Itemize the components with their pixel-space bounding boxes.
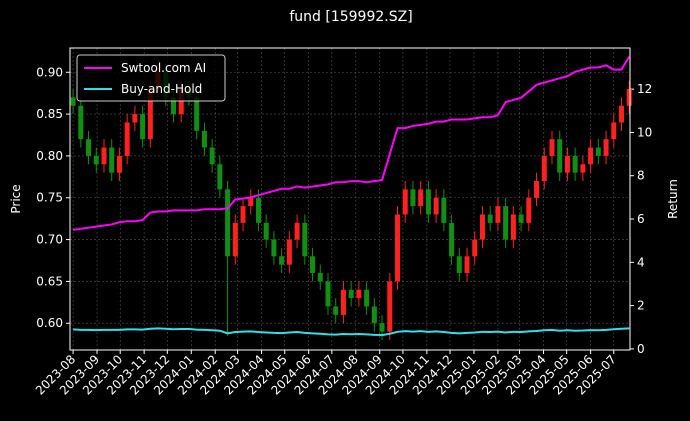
candle-body [410,189,416,207]
candle-body [201,130,207,148]
candle-body [510,214,516,240]
candle-body [271,239,277,257]
y-tick-label: 0.85 [36,107,63,121]
legend-box [76,54,226,102]
candle-body [449,222,455,257]
candle-body [534,181,540,198]
candle-body [240,206,246,223]
candle-body [387,281,393,332]
y2-tick-label: 2 [637,299,645,313]
candle-body [356,289,362,299]
candle-body [317,273,323,282]
candle-body [441,197,447,223]
candle-body [217,164,223,190]
candle-body [619,105,625,123]
candle-body [140,114,146,140]
candle-body [395,214,401,282]
chart-title: fund [159992.SZ] [289,9,412,25]
candle-body [70,97,76,106]
y-tick-label: 0.75 [36,191,63,205]
candle-body [526,197,532,223]
candle-body [464,256,470,274]
candle-body [279,256,285,265]
plot-frame [69,47,631,351]
candle-body [147,88,153,140]
y-axis-label: Price [9,184,23,213]
candle-body [541,155,547,182]
candle-body [588,147,594,165]
y2-tick-label: 0 [637,342,645,356]
candle-body [626,88,632,106]
candle-body [503,206,509,240]
candle-body [425,189,431,215]
candle-body [611,122,617,140]
candle-body [518,214,524,223]
candle-body [248,197,254,207]
candle-body [263,222,269,240]
y-tick-label: 0.65 [36,274,63,288]
y2-tick-label: 4 [637,255,645,269]
candle-body [379,323,385,332]
candle-body [564,155,570,173]
y2-tick-label: 10 [637,125,652,139]
candle-body [101,147,107,165]
candle-body [572,155,578,173]
candle-body [371,306,377,324]
candle-body [340,289,346,315]
candle-body [557,139,563,173]
candle-body [333,306,339,315]
candle-body [209,147,215,165]
legend-label: Buy-and-Hold [121,82,202,96]
candle-body [472,239,478,257]
candle-body [487,214,493,223]
candle-body [364,289,370,307]
y2-tick-label: 8 [637,169,645,183]
candle-body [109,147,115,173]
candle-body [402,189,408,215]
legend-label: Swtool.com AI [121,61,206,75]
candle-body [595,147,601,156]
candle-body [603,139,609,156]
candle-body [325,281,331,307]
candle-body [86,139,92,156]
y-tick-label: 0.70 [36,233,63,247]
y-tick-label: 0.90 [36,65,63,79]
y2-tick-label: 12 [637,82,652,96]
return-line [72,56,631,231]
candle-body [225,189,231,257]
candle-body [302,222,308,257]
candle-body [456,256,462,274]
candle-body [255,197,261,223]
candle-body [116,155,122,173]
candle-body [232,222,238,257]
return-line [73,327,630,337]
candle-body [178,88,184,115]
candle-body [549,139,555,156]
candle-body [124,122,130,156]
candle-body [310,256,316,274]
candle-body [286,239,292,265]
candle-body [171,97,177,115]
y2-tick-label: 6 [637,212,645,226]
candle-body [495,206,501,223]
candle-body [580,164,586,173]
candle-body [294,222,300,240]
candle-body [348,289,354,299]
y-tick-label: 0.80 [36,149,63,163]
candle-body [433,197,439,215]
candle-body [479,214,485,240]
y-tick-label: 0.60 [36,316,63,330]
candle-body [418,189,424,207]
candle-body [93,155,99,165]
candle-body [194,97,200,131]
candle-body [132,114,138,123]
y2-axis-label: Return [666,179,680,219]
candle-body [78,105,84,140]
